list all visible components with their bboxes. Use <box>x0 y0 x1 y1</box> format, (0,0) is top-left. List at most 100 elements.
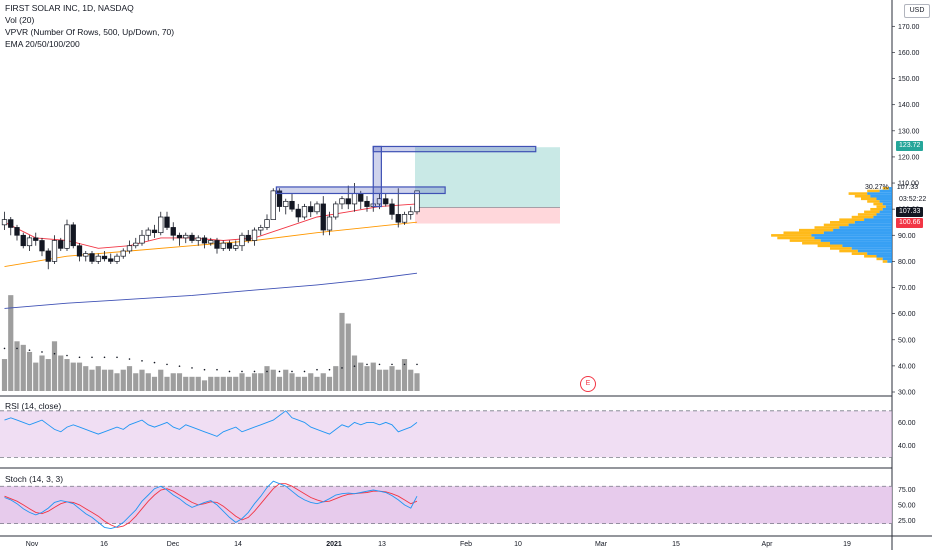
volume-bar <box>220 376 226 391</box>
candle-body <box>120 250 126 257</box>
volume-bar <box>33 362 39 391</box>
vpvr-row-up <box>811 234 892 237</box>
position-target-zone[interactable] <box>415 147 560 208</box>
candle <box>58 237 64 251</box>
vpvr-row-up <box>879 200 892 203</box>
volume-ma-dot <box>53 352 56 355</box>
vpvr-row-down <box>882 260 888 263</box>
candle-body <box>164 216 170 228</box>
volume-ma-dot <box>203 368 206 371</box>
candle <box>314 201 320 215</box>
time-axis-label: 19 <box>843 541 851 548</box>
candle <box>183 232 189 244</box>
candle-body <box>383 198 389 205</box>
stoch-pane-label[interactable]: Stoch (14, 3, 3) <box>5 474 64 484</box>
volume-ma-dot <box>303 370 306 373</box>
vpvr-row-up <box>882 207 892 211</box>
drawing-rectangle[interactable] <box>372 145 382 208</box>
volume-bar <box>333 366 339 391</box>
candle-body <box>58 240 64 249</box>
candle-body <box>351 193 358 205</box>
candle-body <box>245 234 251 241</box>
candle <box>408 206 414 220</box>
vpvr-row-up <box>814 236 892 240</box>
volume-ma-dot <box>28 349 31 351</box>
vpvr-row-up <box>888 187 892 190</box>
symbol-title[interactable]: FIRST SOLAR INC, 1D, NASDAQ <box>5 3 134 13</box>
volume-ma-dot <box>66 354 68 357</box>
volume-bar <box>289 373 295 391</box>
candle <box>14 224 20 241</box>
currency-button[interactable]: USD <box>904 4 930 18</box>
price-axis-label: 60.00 <box>898 311 916 318</box>
volume-bar <box>101 369 108 391</box>
volume-bar <box>195 376 201 391</box>
candle-body <box>220 242 226 249</box>
candle-body <box>8 219 14 228</box>
indicator-vol-label[interactable]: Vol (20) <box>5 15 35 25</box>
vpvr-row-down <box>789 239 821 242</box>
candle <box>308 201 314 217</box>
volume-bar <box>114 373 120 391</box>
volume-ma-dot <box>216 368 218 371</box>
volume-ma-dot <box>78 356 81 359</box>
candle-body <box>133 242 139 247</box>
rsi-pane-label[interactable]: RSI (14, close) <box>5 401 62 411</box>
position-pct-label: 30.27% 107.33 <box>865 184 918 191</box>
time-axis-label: Mar <box>595 541 608 548</box>
rsi-axis-label: 60.00 <box>898 420 916 427</box>
candle-body <box>1 219 8 226</box>
price-axis-label: 80.00 <box>898 259 916 266</box>
volume-bar <box>189 376 195 391</box>
indicator-vpvr-label[interactable]: VPVR (Number Of Rows, 500, Up/Down, 70) <box>5 27 175 37</box>
volume-bar <box>76 362 83 391</box>
candle-body <box>45 250 51 262</box>
candle-body <box>101 255 108 260</box>
volume-bar <box>45 359 51 391</box>
vpvr-row-down <box>771 234 812 237</box>
volume-ma-dot <box>128 358 131 360</box>
stoch-axis-label: 50.00 <box>898 502 916 509</box>
drawing-rectangle[interactable] <box>275 186 446 195</box>
time-axis-label: Apr <box>762 541 774 548</box>
last-price-label: 107.33 <box>896 207 924 217</box>
candle <box>20 232 26 249</box>
volume-bar <box>170 373 176 391</box>
price-axis-label: 140.00 <box>898 102 920 109</box>
candle <box>333 201 339 220</box>
indicator-ema-label[interactable]: EMA 20/50/100/200 <box>5 39 80 49</box>
candle <box>270 188 276 220</box>
drawing-rectangle[interactable] <box>372 145 537 153</box>
vpvr-row-up <box>820 239 892 242</box>
candle <box>320 196 326 236</box>
volume-bar <box>208 376 214 391</box>
candle <box>76 243 83 262</box>
candle <box>26 235 33 251</box>
candle <box>145 227 151 241</box>
candle <box>276 188 283 212</box>
candle-body <box>345 198 351 205</box>
candle <box>389 198 395 220</box>
vpvr-row-up <box>873 215 892 219</box>
stoch-axis-label: 25.00 <box>898 518 916 525</box>
volume-bar <box>176 373 183 391</box>
candle <box>345 185 351 210</box>
candle-body <box>183 234 189 239</box>
candle-body <box>208 240 214 244</box>
candle-body <box>20 234 26 247</box>
earnings-marker[interactable]: E <box>580 376 596 392</box>
volume-bar <box>158 369 164 391</box>
vpvr-row-up <box>879 210 892 214</box>
volume-bar <box>364 366 370 391</box>
volume-ma-dot <box>278 370 281 373</box>
candle-body <box>26 237 33 247</box>
price-axis-label: 40.00 <box>898 363 916 370</box>
volume-bar <box>83 366 89 391</box>
candle-body <box>364 200 370 207</box>
position-stop-zone[interactable] <box>415 207 560 224</box>
vpvr-row-down <box>873 202 883 206</box>
candle-body <box>295 208 301 218</box>
candle <box>139 230 145 246</box>
volume-ma-dot <box>166 363 168 366</box>
